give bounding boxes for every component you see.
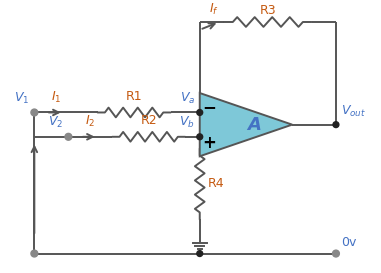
Circle shape — [333, 122, 339, 127]
Text: $V_2$: $V_2$ — [48, 115, 64, 130]
Text: R3: R3 — [259, 4, 276, 17]
Text: $V_a$: $V_a$ — [179, 91, 195, 106]
Text: $I_f$: $I_f$ — [210, 2, 219, 17]
Text: +: + — [203, 133, 216, 152]
Circle shape — [31, 250, 38, 257]
Circle shape — [65, 133, 72, 140]
Text: R4: R4 — [208, 177, 224, 191]
Text: R1: R1 — [126, 90, 142, 103]
Polygon shape — [200, 93, 292, 156]
Circle shape — [197, 109, 203, 115]
Circle shape — [197, 134, 203, 140]
Text: $I_2$: $I_2$ — [85, 114, 95, 129]
Text: $I_1$: $I_1$ — [51, 90, 61, 105]
Text: R2: R2 — [140, 114, 157, 127]
Circle shape — [31, 109, 38, 116]
Text: 0v: 0v — [341, 236, 356, 249]
Circle shape — [333, 250, 339, 257]
Text: $V_b$: $V_b$ — [179, 115, 195, 130]
Text: $V_1$: $V_1$ — [14, 91, 29, 106]
Circle shape — [197, 251, 203, 256]
Text: −: − — [203, 98, 216, 116]
Text: A: A — [247, 116, 261, 134]
Text: $V_{out}$: $V_{out}$ — [341, 104, 366, 119]
